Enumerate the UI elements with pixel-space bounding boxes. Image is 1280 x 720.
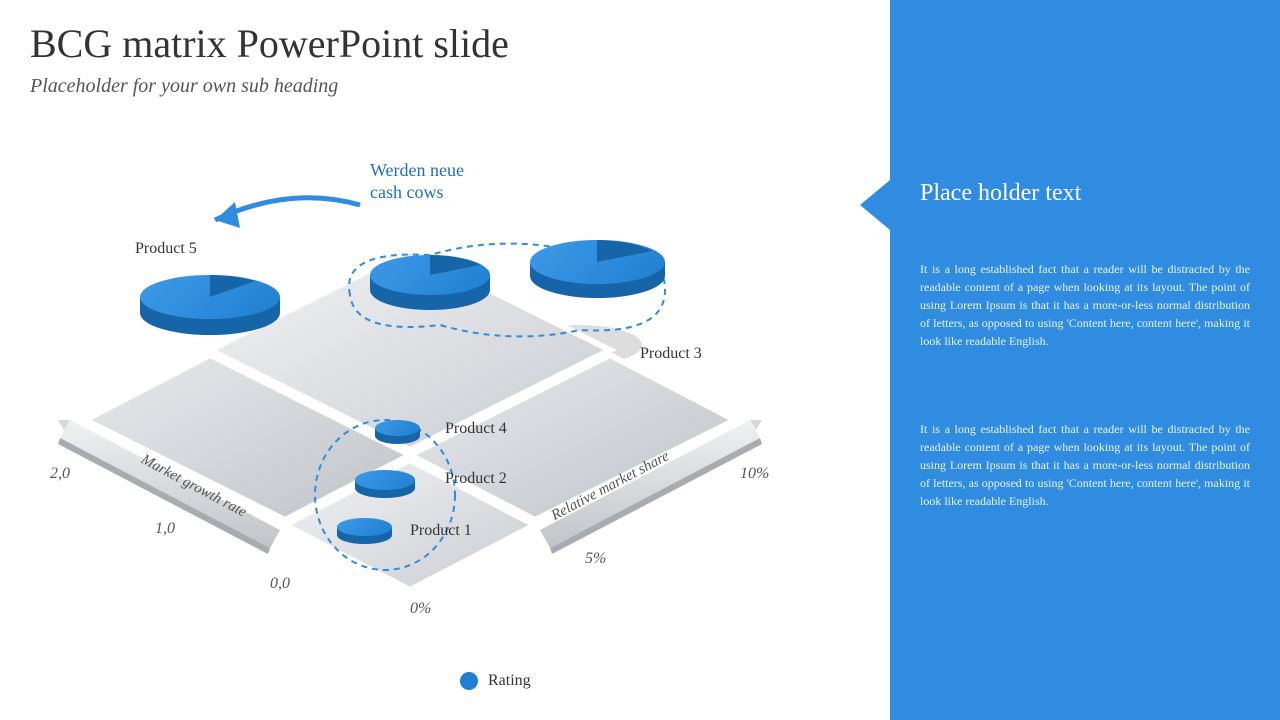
xtick-2: 0,0 — [270, 575, 290, 593]
disc-group-a — [370, 255, 490, 310]
label-product5: Product 5 — [135, 240, 197, 258]
ytick-1: 5% — [585, 550, 606, 568]
sidebar-title: Place holder text — [920, 180, 1081, 207]
label-product4: Product 4 — [445, 420, 507, 438]
disc-product5 — [140, 275, 280, 335]
annotation-cash-cows: Werden neue cash cows — [370, 160, 464, 203]
disc-product1 — [337, 518, 392, 544]
legend-label: Rating — [488, 672, 531, 690]
ytick-2: 10% — [740, 465, 769, 483]
sidebar-bg — [890, 0, 1280, 720]
ytick-0: 0% — [410, 600, 431, 618]
label-product2: Product 2 — [445, 470, 507, 488]
sidebar-paragraph-2: It is a long established fact that a rea… — [920, 420, 1250, 510]
legend-dot-icon — [460, 672, 478, 690]
sidebar-panel: Place holder text It is a long establish… — [860, 0, 1280, 720]
label-product3: Product 3 — [640, 345, 702, 363]
bcg-diagram: Werden neue cash cows Product 5 Product … — [40, 120, 820, 700]
slide-subtitle: Placeholder for your own sub heading — [30, 75, 338, 98]
xtick-0: 2,0 — [50, 465, 70, 483]
sidebar-paragraph-1: It is a long established fact that a rea… — [920, 260, 1250, 350]
disc-product4 — [375, 420, 420, 444]
slide-title: BCG matrix PowerPoint slide — [30, 20, 509, 67]
label-product1: Product 1 — [410, 522, 472, 540]
disc-product2 — [355, 470, 415, 498]
xtick-1: 1,0 — [155, 520, 175, 538]
legend: Rating — [460, 672, 531, 690]
sidebar-pointer-icon — [860, 180, 890, 230]
disc-product3 — [530, 240, 665, 298]
